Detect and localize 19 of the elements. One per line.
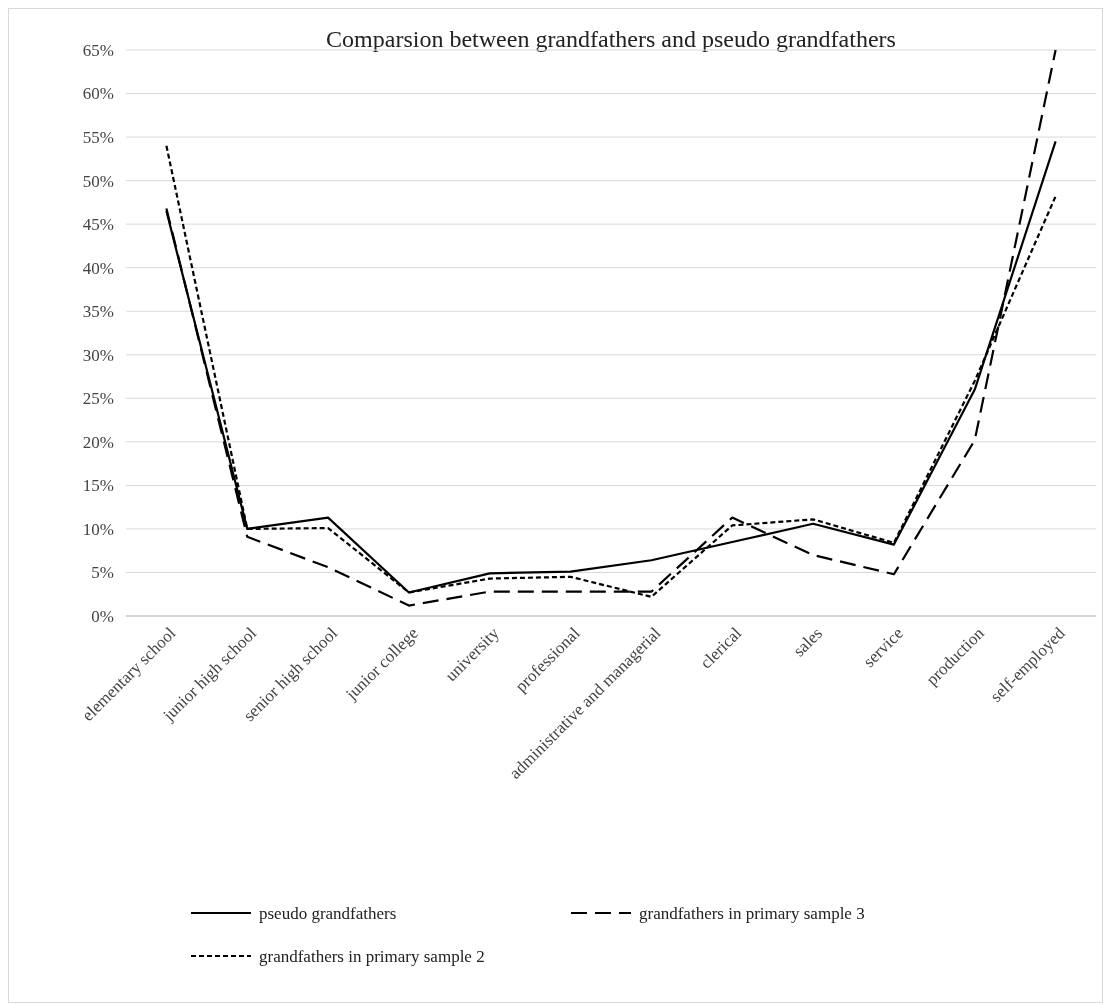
y-tick-label: 50% xyxy=(82,171,114,191)
y-tick-label: 0% xyxy=(91,606,114,626)
x-tick-label: sales xyxy=(789,623,827,661)
chart-title: Comparsion between grandfathers and pseudo grandfathers xyxy=(326,25,896,52)
y-tick-label: 55% xyxy=(82,128,114,148)
y-tick-label: 20% xyxy=(82,432,114,452)
y-tick-label: 65% xyxy=(82,40,114,60)
y-tick-label: 10% xyxy=(82,519,114,539)
y-tick-label: 30% xyxy=(82,345,114,365)
legend-label: pseudo grandfathers xyxy=(259,903,397,923)
legend-label: grandfathers in primary sample 3 xyxy=(639,903,865,923)
y-tick-label: 60% xyxy=(82,84,114,104)
y-tick-label: 35% xyxy=(82,302,114,322)
y-tick-label: 15% xyxy=(82,476,114,496)
y-tick-label: 45% xyxy=(82,215,114,235)
y-tick-label: 40% xyxy=(82,258,114,278)
y-tick-label: 25% xyxy=(82,389,114,409)
y-tick-label: 5% xyxy=(91,563,114,583)
legend-label: grandfathers in primary sample 2 xyxy=(259,946,485,966)
